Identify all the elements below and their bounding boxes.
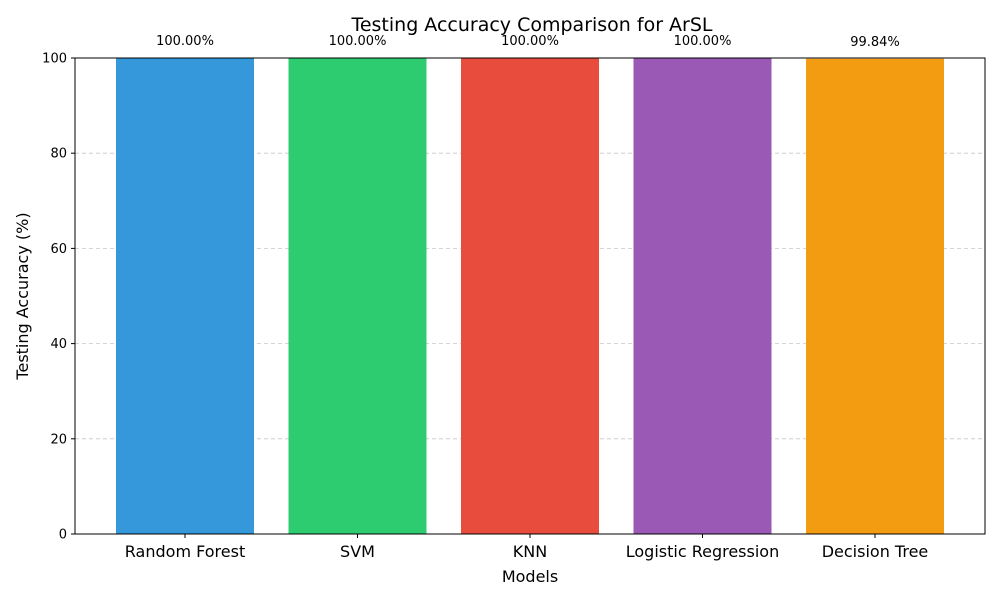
bar [461,58,599,534]
x-tick-label: KNN [513,542,547,561]
bar [806,58,944,535]
x-tick-label: Decision Tree [822,542,929,561]
data-labels: 100.00% 100.00% 100.00% 100.00% 99.84% [156,34,900,50]
bar [633,58,772,534]
data-label: 100.00% [674,34,732,49]
x-tick-label: Logistic Regression [626,542,779,561]
chart-title: Testing Accuracy Comparison for ArSL [350,14,712,36]
y-axis-ticks: 0 20 40 60 80 100 [42,52,75,543]
data-label: 100.00% [329,34,387,49]
data-label: 100.00% [501,34,559,49]
y-tick-label: 0 [59,528,67,543]
x-axis-ticks: Random Forest SVM KNN Logistic Regression De… [125,534,928,561]
bar [288,58,427,534]
x-tick-label: Random Forest [125,542,245,561]
x-tick-label: SVM [340,542,375,561]
data-label: 99.84% [850,35,900,50]
bars [116,58,944,535]
y-tick-label: 20 [50,432,67,447]
y-tick-label: 40 [50,337,67,352]
y-tick-label: 80 [50,147,67,162]
y-tick-label: 60 [50,242,67,257]
y-tick-label: 100 [42,52,67,67]
bar [116,58,254,534]
x-axis-label: Models [502,567,558,586]
y-axis-label: Testing Accuracy (%) [13,212,32,380]
data-label: 100.00% [156,34,214,49]
